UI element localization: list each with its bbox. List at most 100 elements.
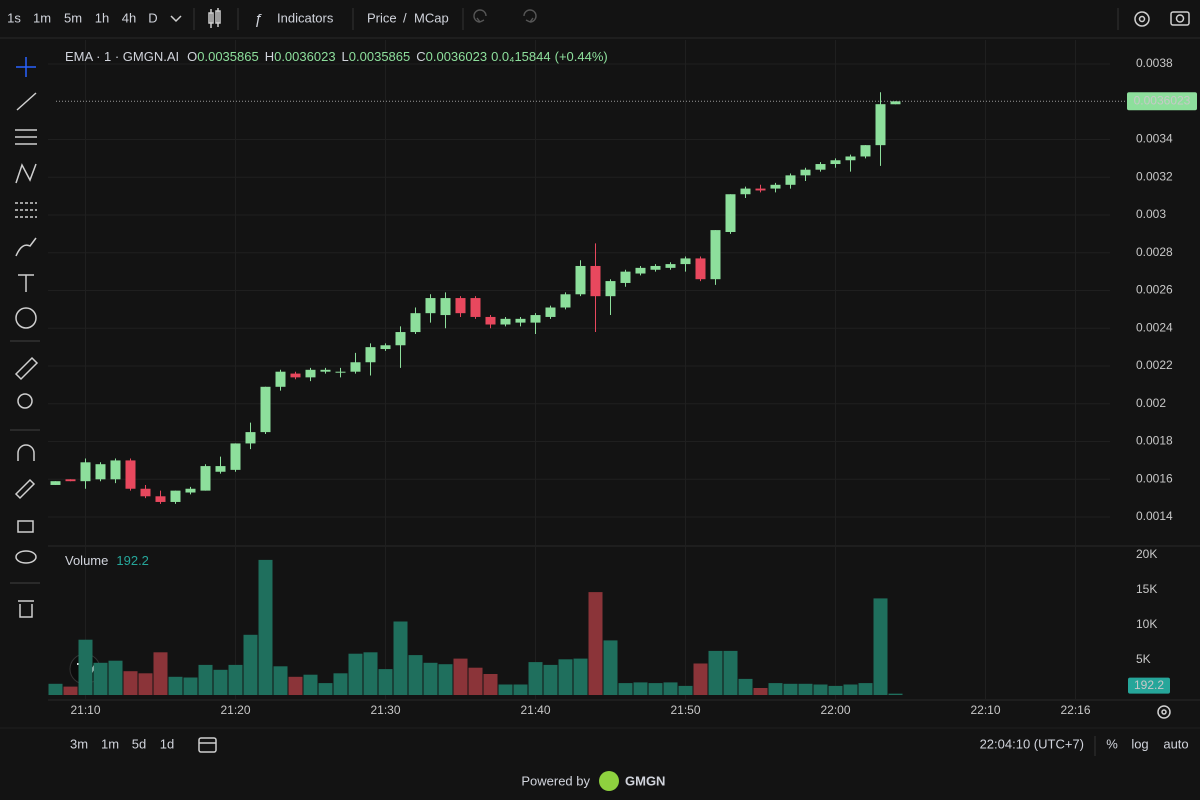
candle-body [455, 298, 466, 314]
gmgn-logo [599, 771, 619, 791]
volume-bar [123, 671, 138, 695]
last-price-tag [1127, 92, 1197, 111]
crosshair-tool[interactable] [16, 57, 36, 77]
log-button[interactable]: log [1131, 736, 1148, 751]
volume-bar [363, 652, 378, 695]
volume-bar [318, 683, 333, 695]
text-tool[interactable] [18, 274, 34, 292]
undo-button[interactable] [473, 9, 487, 23]
axis-settings-button[interactable] [1157, 705, 1171, 719]
volume-bar [423, 662, 438, 695]
range-button[interactable]: 1m [101, 736, 119, 751]
candle-body [890, 101, 901, 105]
volume-bar [333, 673, 348, 695]
fib-tool[interactable] [15, 129, 37, 145]
candle-body [545, 307, 556, 317]
emoji-tool[interactable] [15, 307, 37, 329]
candle-body [155, 496, 166, 502]
candle-body [365, 347, 376, 363]
volume-bar [618, 683, 633, 695]
candle-body [65, 479, 76, 482]
price-toggle[interactable]: Price [367, 10, 397, 25]
trend-line-tool[interactable] [16, 92, 37, 111]
auto-button[interactable]: auto [1163, 736, 1188, 751]
interval-button[interactable]: 1m [33, 10, 51, 25]
lock-tool[interactable] [17, 520, 34, 533]
volume-bar [378, 669, 393, 695]
candle-body [845, 156, 856, 161]
settings-button[interactable] [1134, 11, 1150, 27]
interval-button[interactable]: 5m [64, 10, 82, 25]
volume-tick-label: 5K [1136, 652, 1151, 666]
volume-bar [783, 683, 798, 695]
magnet-tool[interactable] [17, 444, 35, 461]
pattern-tool[interactable] [15, 163, 37, 184]
candle-body [305, 369, 316, 378]
change: 0.0₄15844 [491, 49, 551, 64]
volume-bar [708, 650, 723, 695]
drawing-toolbar [10, 57, 40, 618]
range-button[interactable]: 3m [70, 736, 88, 751]
screenshot-button[interactable] [1170, 11, 1190, 26]
candle-body [140, 488, 151, 497]
grid [48, 40, 1110, 700]
x-tick-label: 21:30 [370, 703, 400, 717]
volume-bar [168, 676, 183, 695]
candle-body [620, 271, 631, 283]
mcap-toggle[interactable]: MCap [414, 10, 449, 25]
y-tick-label: 0.0014 [1136, 509, 1173, 523]
delete-tool[interactable] [18, 600, 34, 618]
candle-body [710, 230, 721, 280]
redo-button[interactable] [523, 9, 537, 23]
candle-body [590, 265, 601, 297]
volume-bar [528, 662, 543, 695]
volume-bar [198, 664, 213, 695]
interval-button[interactable]: 1s [7, 10, 21, 25]
interval-button[interactable]: 4h [122, 10, 136, 25]
ohlc-value: 0.0036023 [426, 49, 487, 64]
volume-tick-label: 10K [1136, 617, 1157, 631]
interval-dropdown[interactable] [170, 15, 182, 23]
volume-bar [108, 660, 123, 695]
brush-tool[interactable] [15, 237, 37, 257]
volume-bar [573, 658, 588, 695]
volume-bar [798, 683, 813, 695]
fx-icon[interactable]: ƒ [254, 11, 262, 28]
x-tick-label: 21:10 [70, 703, 100, 717]
range-button[interactable]: 1d [160, 736, 174, 751]
candle-body [695, 258, 706, 280]
zoom-tool[interactable] [17, 393, 33, 409]
candle-body [815, 164, 826, 170]
candle-body [185, 488, 196, 493]
percent-button[interactable]: % [1106, 736, 1118, 751]
candle-body [650, 265, 661, 270]
candle-body [80, 462, 91, 482]
chart-type-button[interactable] [208, 8, 221, 28]
candle-body [755, 188, 766, 191]
volume-bar [588, 592, 603, 695]
x-tick-label: 21:20 [220, 703, 250, 717]
interval-button[interactable]: 1h [95, 10, 109, 25]
range-button[interactable]: 5d [132, 736, 146, 751]
ruler-tool[interactable] [14, 356, 39, 381]
x-tick-label: 22:00 [820, 703, 850, 717]
volume-tick-label: 20K [1136, 547, 1157, 561]
volume-bar [498, 684, 513, 695]
date-range-button[interactable] [198, 737, 217, 753]
interval-button[interactable]: D [148, 10, 157, 25]
x-tick-label: 22:10 [970, 703, 1000, 717]
indicators-button[interactable]: Indicators [277, 10, 334, 25]
volume-bar [873, 598, 888, 695]
candle-body [770, 184, 781, 189]
candle-body [200, 466, 211, 491]
volume-bar [438, 664, 453, 695]
volume-tick-label: 15K [1136, 582, 1157, 596]
projection-tool[interactable] [15, 202, 37, 218]
last-price-label: 0.0036023 [1134, 93, 1191, 107]
candle-body [500, 318, 511, 325]
visibility-tool[interactable] [15, 550, 37, 564]
lock-drawing-tool[interactable] [14, 478, 36, 500]
candle-body [875, 104, 886, 146]
volume-bar [63, 686, 78, 695]
